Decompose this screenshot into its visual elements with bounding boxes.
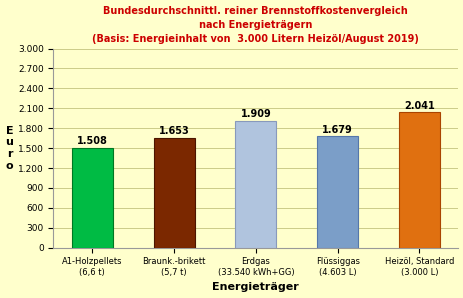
Bar bbox=[317, 136, 357, 248]
Bar bbox=[235, 121, 275, 248]
Text: 1.653: 1.653 bbox=[158, 126, 189, 136]
Text: 1.909: 1.909 bbox=[240, 109, 271, 119]
Bar bbox=[398, 112, 439, 248]
Text: 2.041: 2.041 bbox=[403, 100, 434, 111]
Text: 1.679: 1.679 bbox=[322, 125, 352, 135]
Y-axis label: E
u
r
o: E u r o bbox=[6, 126, 13, 170]
Text: 1.508: 1.508 bbox=[77, 136, 107, 146]
Bar bbox=[72, 148, 113, 248]
Title: Bundesdurchschnittl. reiner Brennstoffkostenvergleich
nach Energieträgern
(Basis: Bundesdurchschnittl. reiner Brennstoffko… bbox=[92, 6, 419, 44]
X-axis label: Energieträger: Energieträger bbox=[212, 283, 299, 292]
Bar bbox=[153, 138, 194, 248]
